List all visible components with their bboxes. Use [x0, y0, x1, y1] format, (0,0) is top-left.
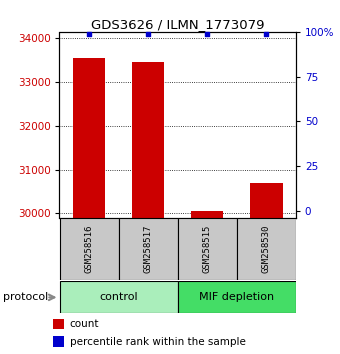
Text: percentile rank within the sample: percentile rank within the sample — [70, 337, 245, 347]
Bar — [53, 336, 64, 347]
Bar — [53, 319, 64, 329]
Point — [86, 31, 92, 36]
Text: MIF depletion: MIF depletion — [199, 292, 274, 302]
Point — [264, 31, 269, 36]
Text: count: count — [70, 319, 99, 329]
Bar — [59, 218, 119, 280]
Text: protocol: protocol — [3, 292, 49, 302]
Bar — [237, 218, 296, 280]
Bar — [250, 183, 283, 218]
Point — [146, 31, 151, 36]
Text: control: control — [99, 292, 138, 302]
Bar — [119, 218, 177, 280]
Bar — [177, 218, 237, 280]
Text: GSM258515: GSM258515 — [203, 224, 212, 273]
Bar — [191, 211, 223, 218]
Bar — [177, 281, 296, 313]
Bar — [59, 281, 177, 313]
Bar — [132, 62, 164, 218]
Point — [204, 31, 210, 36]
Text: GSM258517: GSM258517 — [143, 224, 153, 273]
Title: GDS3626 / ILMN_1773079: GDS3626 / ILMN_1773079 — [91, 18, 265, 31]
Text: GSM258530: GSM258530 — [262, 224, 271, 273]
Bar — [73, 58, 105, 218]
Text: GSM258516: GSM258516 — [85, 224, 94, 273]
